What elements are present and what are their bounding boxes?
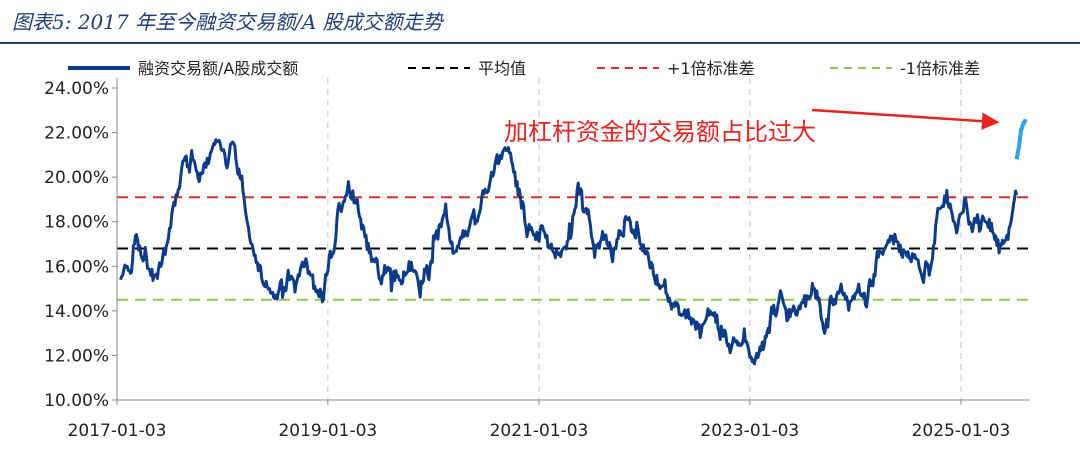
y-tick-label: 20.00% (44, 168, 109, 188)
annotation-layer: 加杠杆资金的交易额占比过大 (504, 108, 1000, 146)
y-tick-label: 14.00% (44, 302, 109, 322)
grid-layer (327, 78, 962, 400)
series-line-recent-highlight (1014, 118, 1028, 160)
x-tick-label: 2017-01-03 (68, 421, 167, 441)
y-tick-label: 10.00% (44, 391, 109, 411)
y-tick-label: 24.00% (44, 79, 109, 99)
y-tick-label: 12.00% (44, 346, 109, 366)
y-tick-label: 22.00% (44, 124, 109, 144)
x-tick-label: 2021-01-03 (490, 421, 589, 441)
legend-item-financing-ratio: 融资交易额/A股成交额 (68, 59, 298, 78)
axis-layer: 10.00% 12.00% 14.00% 16.00% 18.00% 20.00% 22.0… (44, 78, 1030, 441)
legend-item-mean: 平均值 (408, 59, 526, 78)
legend-item-plus-1sd: +1倍标准差 (597, 59, 755, 78)
legend: 融资交易额/A股成交额 平均值 +1倍标准差 -1倍标准差 (68, 59, 980, 78)
series-line-financing-ratio (119, 138, 1019, 366)
figure-title: 图表5: 2017 年至今融资交易额/A 股成交额走势 (12, 10, 443, 34)
legend-label: 平均值 (478, 59, 526, 78)
reference-lines (117, 196, 1030, 301)
annotation-text: 加杠杆资金的交易额占比过大 (504, 118, 816, 146)
y-tick-label: 18.00% (44, 213, 109, 233)
annotation-arrow (811, 108, 1000, 130)
series-layer (119, 118, 1028, 366)
legend-label: -1倍标准差 (900, 59, 980, 78)
y-tick-label: 16.00% (44, 257, 109, 277)
x-tick-label: 2019-01-03 (278, 421, 377, 441)
title-divider (0, 42, 1080, 44)
x-tick-label: 2025-01-03 (912, 421, 1011, 441)
legend-item-minus-1sd: -1倍标准差 (830, 59, 980, 78)
legend-label: 融资交易额/A股成交额 (138, 59, 298, 78)
x-tick-label: 2023-01-03 (700, 421, 799, 441)
legend-label: +1倍标准差 (667, 59, 755, 78)
